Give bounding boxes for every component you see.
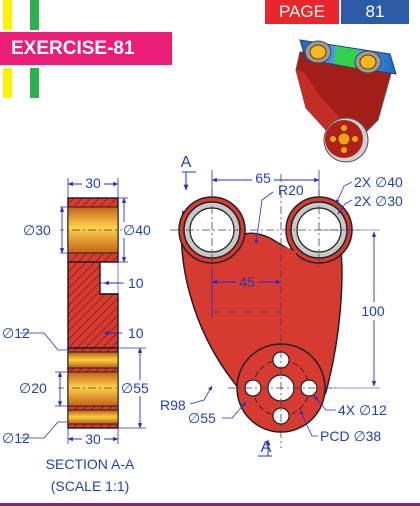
dim-10-upper: 10 bbox=[128, 275, 144, 291]
section-view: 30 ∅30 ∅40 10 10 ∅12 ∅20 bbox=[2, 175, 162, 494]
exercise-title: EXERCISE-81 bbox=[0, 32, 172, 65]
yellow-strip-top bbox=[3, 0, 12, 30]
dia-55-section-label: ∅55 bbox=[121, 380, 149, 396]
section-caption: SECTION A-A bbox=[46, 456, 135, 472]
front-view: A A 65 R20 2X ∅40 2X ∅30 45 100 R98 bbox=[160, 154, 403, 457]
dia-30-label: ∅30 bbox=[23, 222, 51, 238]
yellow-strip-bottom bbox=[3, 68, 12, 98]
scale-caption: (SCALE 1:1) bbox=[51, 478, 130, 494]
iso-view bbox=[295, 39, 397, 163]
dim-30-bottom: 30 bbox=[85, 431, 101, 447]
section-mark-top: A bbox=[181, 154, 192, 171]
dim-65: 65 bbox=[255, 170, 271, 186]
page-label: PAGE bbox=[265, 0, 339, 24]
small-holes-label: 4X ∅12 bbox=[338, 402, 387, 418]
dim-30-top: 30 bbox=[85, 175, 101, 191]
dim-45: 45 bbox=[239, 274, 255, 290]
r98-label: R98 bbox=[160, 397, 186, 413]
dia-12-bottom-label: ∅12 bbox=[2, 430, 30, 446]
holes-40-label: 2X ∅40 bbox=[354, 174, 403, 190]
green-strip-top bbox=[30, 0, 39, 30]
dia-12-top-label: ∅12 bbox=[2, 325, 30, 341]
dia-40-label: ∅40 bbox=[123, 222, 151, 238]
r20-label: R20 bbox=[278, 182, 304, 198]
green-strip-bottom bbox=[30, 68, 39, 98]
pcd-label: PCD ∅38 bbox=[320, 428, 381, 444]
dim-100: 100 bbox=[361, 303, 385, 319]
holes-30-label: 2X ∅30 bbox=[354, 193, 403, 209]
bottom-rule bbox=[0, 503, 420, 506]
dia-20-label: ∅20 bbox=[19, 380, 47, 396]
dia-55-front-label: ∅55 bbox=[188, 410, 216, 426]
dim-10-lower: 10 bbox=[128, 325, 144, 341]
page-number: 81 bbox=[341, 0, 409, 24]
section-mark-bottom: A bbox=[261, 439, 272, 456]
